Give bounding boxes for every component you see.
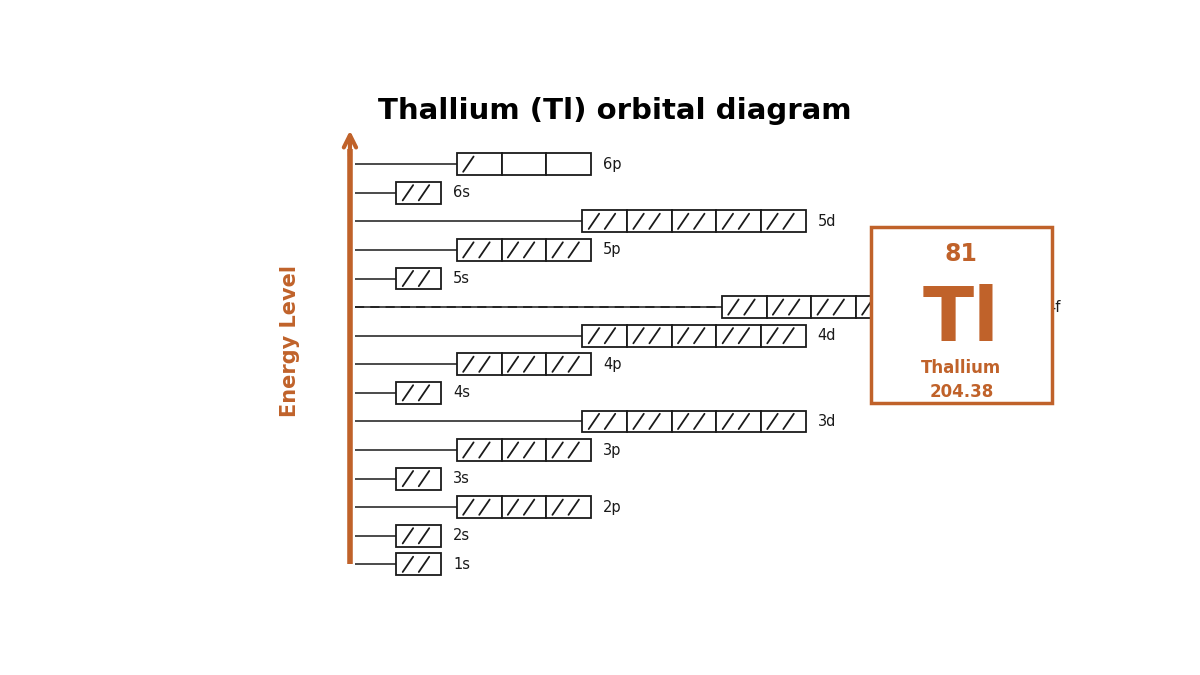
Bar xyxy=(582,410,628,433)
Bar xyxy=(457,353,502,375)
Text: Tl: Tl xyxy=(923,284,1000,356)
Text: 4p: 4p xyxy=(602,357,622,372)
Bar xyxy=(672,410,716,433)
Bar xyxy=(502,353,546,375)
Bar xyxy=(582,325,628,346)
Text: 204.38: 204.38 xyxy=(929,383,994,401)
Text: 4f: 4f xyxy=(1046,300,1061,315)
Text: Energy Level: Energy Level xyxy=(280,265,300,417)
Bar xyxy=(990,296,1034,318)
Bar xyxy=(856,296,900,318)
Bar xyxy=(628,211,672,232)
Text: Thallium (Tl) orbital diagram: Thallium (Tl) orbital diagram xyxy=(378,97,852,125)
Bar xyxy=(871,227,1052,403)
Bar xyxy=(761,325,805,346)
Bar xyxy=(546,353,590,375)
Bar xyxy=(546,153,590,175)
Text: 5p: 5p xyxy=(602,242,622,257)
Bar xyxy=(761,211,805,232)
Bar xyxy=(582,211,628,232)
Bar xyxy=(457,239,502,261)
Bar xyxy=(767,296,811,318)
Bar xyxy=(628,325,672,346)
Bar xyxy=(502,239,546,261)
Bar xyxy=(396,382,442,404)
Text: 81: 81 xyxy=(944,242,978,266)
Bar xyxy=(716,410,761,433)
Bar xyxy=(502,153,546,175)
Text: 3d: 3d xyxy=(817,414,836,429)
Bar xyxy=(672,325,716,346)
Text: 3p: 3p xyxy=(602,443,622,458)
Bar xyxy=(546,496,590,518)
Bar xyxy=(628,410,672,433)
Bar xyxy=(457,496,502,518)
Text: 5d: 5d xyxy=(817,214,836,229)
Bar xyxy=(672,211,716,232)
Text: 1s: 1s xyxy=(454,557,470,572)
Bar xyxy=(546,439,590,461)
Bar xyxy=(946,296,990,318)
Text: 2p: 2p xyxy=(602,500,622,515)
Text: 6s: 6s xyxy=(454,185,470,200)
Text: Thallium: Thallium xyxy=(922,359,1002,377)
Bar xyxy=(457,439,502,461)
Bar xyxy=(716,211,761,232)
Text: 4d: 4d xyxy=(817,328,836,343)
Bar xyxy=(722,296,767,318)
Text: 5s: 5s xyxy=(454,271,470,286)
Bar xyxy=(546,239,590,261)
Bar xyxy=(502,439,546,461)
Text: 2s: 2s xyxy=(454,529,470,543)
Text: 4s: 4s xyxy=(454,385,470,400)
Bar xyxy=(396,554,442,575)
Bar xyxy=(396,182,442,204)
Bar xyxy=(457,153,502,175)
Text: 3s: 3s xyxy=(454,471,470,486)
Bar xyxy=(396,525,442,547)
Text: 6p: 6p xyxy=(602,157,622,171)
Bar xyxy=(396,267,442,290)
Bar xyxy=(716,325,761,346)
Bar xyxy=(502,496,546,518)
Bar xyxy=(396,468,442,489)
Bar xyxy=(811,296,856,318)
Bar xyxy=(900,296,946,318)
Bar xyxy=(761,410,805,433)
